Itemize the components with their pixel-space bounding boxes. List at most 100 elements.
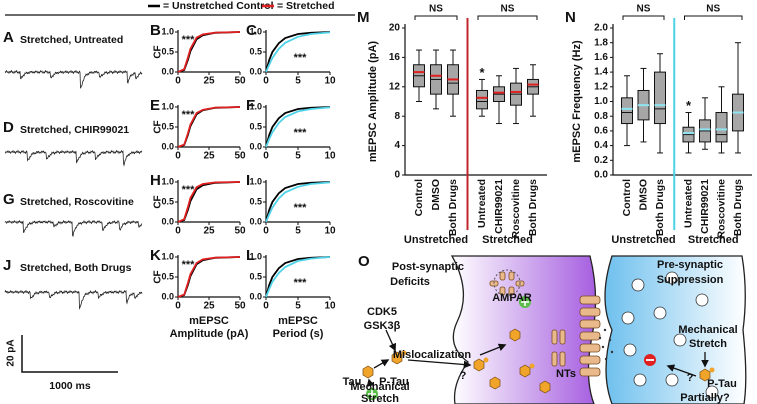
y-tick-label: 12 [389, 81, 401, 92]
y-tick-label: 1.0 [249, 176, 262, 186]
axes [612, 24, 752, 176]
box [654, 71, 666, 125]
cdf-line [265, 181, 331, 223]
box [476, 89, 488, 110]
cdf-line [265, 181, 331, 223]
diagram-label: Mechanical [350, 381, 409, 393]
y-tick-label: 0.0 [249, 141, 262, 151]
phospho-dots [401, 350, 715, 373]
diagram-label: Deficits [390, 276, 430, 288]
y-tick-label: 1.0 [161, 101, 174, 111]
y-tick-label: 0.0 [594, 170, 608, 181]
category-label: Untreated [476, 179, 488, 228]
group-label: Stretched [482, 234, 533, 246]
trace [4, 219, 143, 238]
post-synaptic-neuron [450, 255, 597, 404]
pre-synaptic-neuron [604, 255, 747, 404]
diagram-label: Pre-synaptic [657, 259, 723, 271]
significance: *** [182, 109, 196, 121]
y-tick-label: 1.6 [594, 52, 608, 63]
diagram-label: Mechanical [678, 324, 737, 336]
x-axis-label: mEPSC [278, 315, 318, 327]
category-label: DMSO [637, 179, 649, 211]
cdf-line [265, 31, 331, 73]
x-tick-label: 0 [175, 301, 181, 312]
y-tick-label: 0.5 [161, 196, 174, 206]
category-label: Both Drugs [732, 179, 744, 236]
panel-letter: F [246, 97, 255, 114]
cdf-line [177, 256, 241, 298]
y-tick-label: 8 [394, 111, 400, 122]
panel-letter: O [358, 253, 370, 270]
arrows [366, 329, 709, 393]
x-tick-label: 0 [263, 76, 269, 87]
x-tick-label: 25 [203, 301, 215, 312]
y-tick-label: 1.0 [249, 101, 262, 111]
category-label: CHIR99021 [493, 179, 505, 234]
category-label: Roscovitine [715, 179, 727, 239]
x-tick-label: 0 [263, 226, 269, 237]
trace-title: Stretched, Both Drugs [20, 262, 132, 274]
group-annotation: NS [429, 4, 443, 15]
vesicles [621, 271, 719, 399]
legend: = Unstretched Control = Stretched [5, 0, 355, 16]
x-axis-label: Period (s) [273, 328, 324, 340]
group-label: Unstretched [404, 234, 468, 246]
y-tick-label: 0.5 [249, 196, 262, 206]
y-tick-label: 0 [394, 170, 400, 181]
panel-letter: D [3, 119, 14, 136]
x-axis-label: mEPSC [189, 315, 229, 327]
x-tick-label: 50 [234, 76, 246, 87]
x-tick-label: 5 [295, 226, 301, 237]
diagram-label: P-Tau [707, 378, 737, 390]
y-tick-label: 0.0 [161, 66, 174, 76]
significance: * [479, 65, 485, 80]
y-tick-label: 1.4 [594, 67, 608, 78]
panel-letter: B [150, 22, 161, 39]
significance: *** [182, 259, 196, 271]
scale-bar: 20 pA 1000 ms [6, 335, 118, 392]
scale-lines [21, 335, 118, 373]
group-annotation: NS [706, 4, 720, 15]
diagram-label: ? [687, 372, 694, 384]
y-tick-label: 1.0 [249, 251, 262, 261]
cdf-line [177, 31, 241, 73]
x-tick-label: 0 [175, 76, 181, 87]
group-annotation: NS [637, 4, 651, 15]
group-label: Stretched [688, 234, 739, 246]
y-tick-label: 0.5 [161, 46, 174, 56]
legend-label: = Unstretched Control [163, 0, 274, 12]
x-tick-label: 25 [203, 151, 215, 162]
trace-title: Stretched, CHIR99021 [20, 124, 129, 136]
category-label: Both Drugs [527, 179, 539, 236]
y-tick-label: 0.5 [249, 46, 262, 56]
y-tick-label: 0.5 [249, 121, 262, 131]
y-tick-label: 0.8 [594, 111, 608, 122]
diagram-label: Partially? [680, 392, 730, 404]
legend-label: = Stretched [277, 0, 334, 12]
diagram: O [343, 253, 747, 404]
x-tick-label: 5 [295, 76, 301, 87]
plus-sign [368, 390, 376, 398]
cdf-line [265, 106, 331, 148]
category-label: CHIR99021 [699, 179, 711, 234]
y-tick-label: 0.0 [249, 216, 262, 226]
x-tick-label: 0 [175, 151, 181, 162]
significance: *** [294, 52, 308, 64]
category-label: Control [621, 179, 633, 216]
diagram-label: P-Tau [379, 376, 409, 388]
x-tick-label: 10 [324, 226, 336, 237]
x-tick-label: 10 [324, 76, 336, 87]
cdf-line [265, 256, 331, 298]
trace [4, 289, 143, 310]
x-tick-label: 10 [324, 301, 336, 312]
y-tick-label: 1.2 [594, 81, 608, 92]
panel-letter: H [150, 172, 161, 189]
panel-letter: G [3, 191, 15, 208]
y-tick-label: 1.0 [594, 96, 608, 107]
y-tick-label: 1.8 [594, 37, 608, 48]
bracket [477, 15, 538, 20]
cdf-line [265, 106, 331, 148]
panel-letter: K [150, 247, 161, 264]
y-tick-label: 0.5 [161, 121, 174, 131]
